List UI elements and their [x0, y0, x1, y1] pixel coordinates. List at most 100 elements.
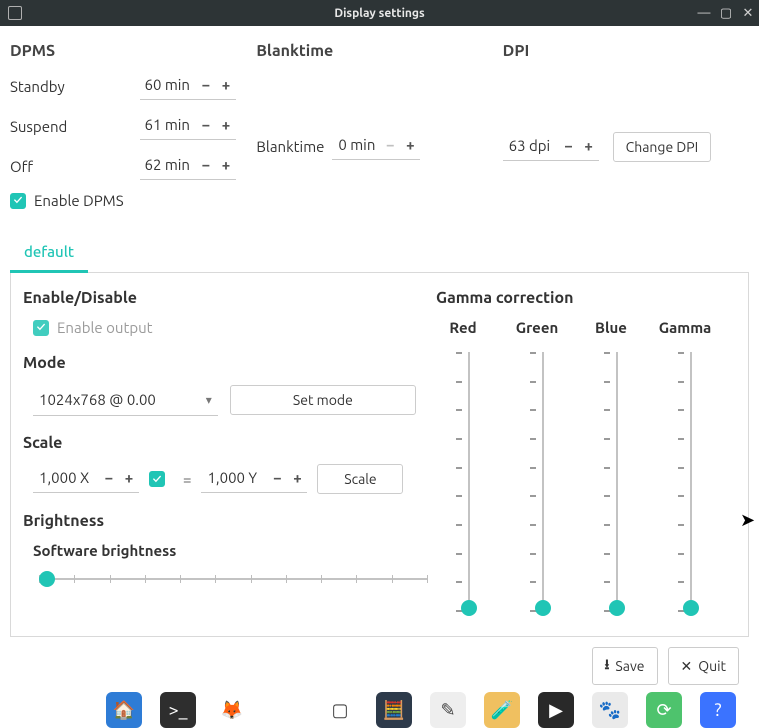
dpi-heading: DPI — [503, 42, 749, 60]
slider-tick — [530, 352, 536, 354]
slider-tick — [456, 524, 462, 526]
slider-tick — [251, 575, 252, 583]
dock-app-terminal[interactable]: >_ — [160, 692, 196, 728]
minus-icon[interactable]: − — [196, 115, 216, 135]
scale-y-spin[interactable]: 1,000 Y − + — [201, 465, 307, 493]
slider-tick — [427, 575, 428, 583]
dpi-row: 63 dpi − + Change DPI — [503, 132, 749, 162]
plus-icon[interactable]: + — [579, 136, 599, 156]
change-dpi-button[interactable]: Change DPI — [613, 132, 712, 162]
plus-icon[interactable]: + — [216, 115, 236, 135]
dock-app-help[interactable]: ? — [700, 692, 736, 728]
dpms-suspend-row: Suspend 61 min − + — [10, 112, 256, 140]
minimize-icon[interactable]: — — [697, 6, 711, 20]
dpi-spin[interactable]: 63 dpi − + — [503, 133, 599, 161]
minus-icon[interactable]: − — [196, 75, 216, 95]
gamma-slider-blue[interactable] — [596, 346, 626, 616]
scale-link-checkbox[interactable]: ✓ — [149, 471, 165, 487]
plus-icon[interactable]: + — [216, 75, 236, 95]
slider-rail — [468, 352, 470, 610]
gamma-slider-gamma[interactable] — [670, 346, 700, 616]
slider-tick — [604, 524, 610, 526]
dpms-off-value: 62 min — [140, 156, 196, 173]
dock-app-firefox[interactable]: 🦊 — [214, 692, 250, 728]
slider-tick — [678, 495, 684, 497]
gamma-col-header: Red — [449, 319, 476, 336]
blanktime-spin[interactable]: 0 min − + — [332, 132, 420, 160]
slider-tick — [530, 381, 536, 383]
window-titlebar: Display settings — ▢ ✕ — [0, 0, 759, 26]
dpms-off-label: Off — [10, 158, 140, 175]
save-button[interactable]: ⭳ Save — [592, 647, 658, 685]
gamma-slider-green[interactable] — [522, 346, 552, 616]
mode-select[interactable]: 1024x768 @ 0.00 ▾ — [33, 384, 218, 416]
slider-tick — [678, 581, 684, 583]
blanktime-heading: Blanktime — [256, 42, 502, 60]
slider-thumb[interactable] — [535, 600, 551, 616]
slider-tick — [392, 575, 393, 583]
top-sections-row: DPMS Standby 60 min − + Suspend 61 min −… — [10, 36, 749, 221]
dpms-suspend-label: Suspend — [10, 118, 140, 135]
dpms-standby-value: 60 min — [140, 76, 196, 93]
minus-icon[interactable]: − — [99, 468, 119, 488]
plus-icon[interactable]: + — [216, 155, 236, 175]
slider-thumb[interactable] — [683, 600, 699, 616]
slider-tick — [604, 381, 610, 383]
dock-app-file-manager[interactable]: 🏠 — [106, 692, 142, 728]
minus-icon[interactable]: − — [196, 155, 216, 175]
output-tabs: default — [10, 233, 749, 273]
slider-tick — [356, 575, 357, 583]
dock-app-drawing[interactable]: 🧪 — [484, 692, 520, 728]
dock-app-media[interactable]: ▶ — [538, 692, 574, 728]
plus-icon[interactable]: + — [400, 135, 420, 155]
chevron-down-icon: ▾ — [206, 393, 212, 407]
mode-select-value: 1024x768 @ 0.00 — [39, 391, 156, 408]
minus-icon[interactable]: − — [267, 468, 287, 488]
slider-tick — [530, 438, 536, 440]
scale-x-spin[interactable]: 1,000 X − + — [33, 465, 139, 493]
plus-icon[interactable]: + — [287, 468, 307, 488]
dock-app-libreoffice[interactable]: ▢ — [322, 692, 358, 728]
slider-rail — [542, 352, 544, 610]
desktop-dock: 🏠 >_ 🦊 🕊 ▢ 🧮 ✎ 🧪 ▶ 🐾 ⟳? — [0, 690, 759, 728]
set-mode-button[interactable]: Set mode — [230, 385, 416, 415]
slider-tick — [604, 409, 610, 411]
slider-tick — [456, 553, 462, 555]
dialog-buttons: ⭳ Save ✕ Quit — [10, 637, 749, 685]
slider-thumb[interactable] — [609, 600, 625, 616]
slider-tick — [456, 438, 462, 440]
maximize-icon[interactable]: ▢ — [719, 6, 733, 20]
close-icon[interactable]: ✕ — [741, 6, 755, 20]
dpms-suspend-spin[interactable]: 61 min − + — [140, 112, 236, 140]
gamma-slider-red[interactable] — [448, 346, 478, 616]
tab-default[interactable]: default — [10, 233, 88, 273]
slider-thumb[interactable] — [39, 571, 55, 587]
scale-button[interactable]: Scale — [317, 464, 403, 494]
gamma-col-red: Red — [440, 319, 486, 616]
slider-tick — [456, 409, 462, 411]
gamma-col-blue: Blue — [588, 319, 634, 616]
dpms-off-spin[interactable]: 62 min − + — [140, 152, 236, 180]
enable-disable-heading: Enable/Disable — [23, 289, 416, 307]
scale-row: 1,000 X − + ✓ = 1,000 Y − + Scale — [33, 464, 416, 494]
dock-app-gimp[interactable]: 🐾 — [592, 692, 628, 728]
dock-app-notes[interactable]: ✎ — [430, 692, 466, 728]
slider-thumb[interactable] — [461, 600, 477, 616]
dpms-standby-spin[interactable]: 60 min − + — [140, 72, 236, 100]
enable-output-row: ✓ Enable output — [33, 319, 416, 336]
gamma-col-green: Green — [514, 319, 560, 616]
quit-button[interactable]: ✕ Quit — [668, 647, 740, 685]
dock-app-calculator[interactable]: 🧮 — [376, 692, 412, 728]
gamma-section: Gamma correction RedGreenBlueGamma — [436, 289, 736, 616]
software-brightness-slider[interactable] — [33, 567, 433, 591]
slider-tick — [456, 352, 462, 354]
dpms-standby-label: Standby — [10, 78, 140, 95]
enable-output-checkbox[interactable]: ✓ — [33, 320, 49, 336]
plus-icon[interactable]: + — [119, 468, 139, 488]
dock-app-reload[interactable]: ⟳ — [646, 692, 682, 728]
dpms-enable-checkbox[interactable]: ✓ — [10, 193, 26, 209]
dock-app-thunderbird[interactable]: 🕊 — [268, 692, 304, 728]
slider-tick — [604, 553, 610, 555]
minus-icon[interactable]: − — [559, 136, 579, 156]
slider-tick — [530, 409, 536, 411]
